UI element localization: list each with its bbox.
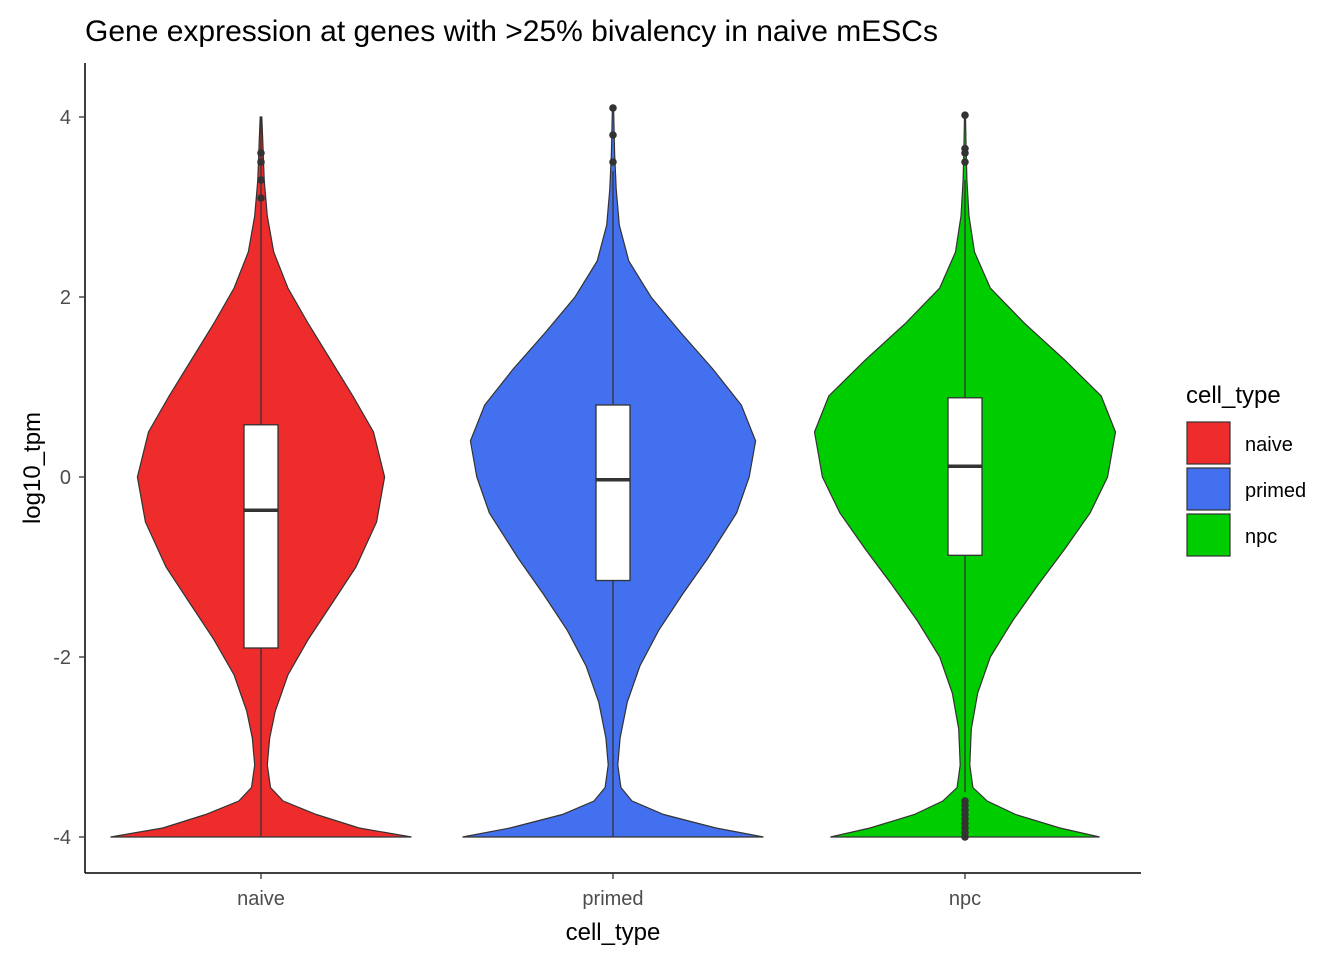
outlier-point-primed xyxy=(609,131,617,139)
legend-swatch-npc xyxy=(1186,513,1231,557)
x-tick-label-naive: naive xyxy=(237,888,285,910)
box-primed xyxy=(595,404,631,582)
outlier-point-npc xyxy=(961,797,969,805)
outlier-point-naive xyxy=(257,176,265,184)
box-naive xyxy=(243,424,279,649)
y-tick-label: 4 xyxy=(60,107,71,129)
outlier-point-naive xyxy=(257,194,265,202)
chart-title: Gene expression at genes with >25% bival… xyxy=(85,15,938,48)
violin-group-primed xyxy=(462,104,764,838)
x-tick-label-npc: npc xyxy=(949,888,981,910)
outlier-point-primed xyxy=(609,158,617,166)
outlier-point-primed xyxy=(609,104,617,112)
legend-swatch-primed xyxy=(1186,467,1231,511)
x-tick-label-primed: primed xyxy=(582,888,643,910)
legend: cell_type naive primed npc xyxy=(1186,382,1306,557)
outlier-point-npc xyxy=(961,111,969,119)
y-axis-title: log10_tpm xyxy=(19,412,46,524)
legend-label-naive: naive xyxy=(1245,434,1293,456)
box-npc xyxy=(947,397,983,556)
legend-label-npc: npc xyxy=(1245,526,1277,548)
outlier-point-npc xyxy=(961,158,969,166)
legend-title: cell_type xyxy=(1186,382,1281,409)
x-axis-ticks: naive primed npc xyxy=(237,873,981,910)
y-tick-label: 2 xyxy=(60,287,71,309)
plot-area xyxy=(110,104,1117,841)
x-axis-title: cell_type xyxy=(566,919,661,946)
outlier-point-npc xyxy=(961,144,969,153)
outlier-point-naive xyxy=(257,149,265,157)
y-tick-label: 0 xyxy=(60,467,71,489)
violin-group-npc xyxy=(813,111,1117,841)
y-axis-ticks: -4 -2 0 2 4 xyxy=(53,107,85,849)
outlier-point-naive xyxy=(257,158,265,166)
legend-label-primed: primed xyxy=(1245,480,1306,502)
legend-swatch-naive xyxy=(1186,421,1231,465)
violin-group-naive xyxy=(110,116,412,838)
y-tick-label: -4 xyxy=(53,827,71,849)
y-tick-label: -2 xyxy=(53,647,71,669)
